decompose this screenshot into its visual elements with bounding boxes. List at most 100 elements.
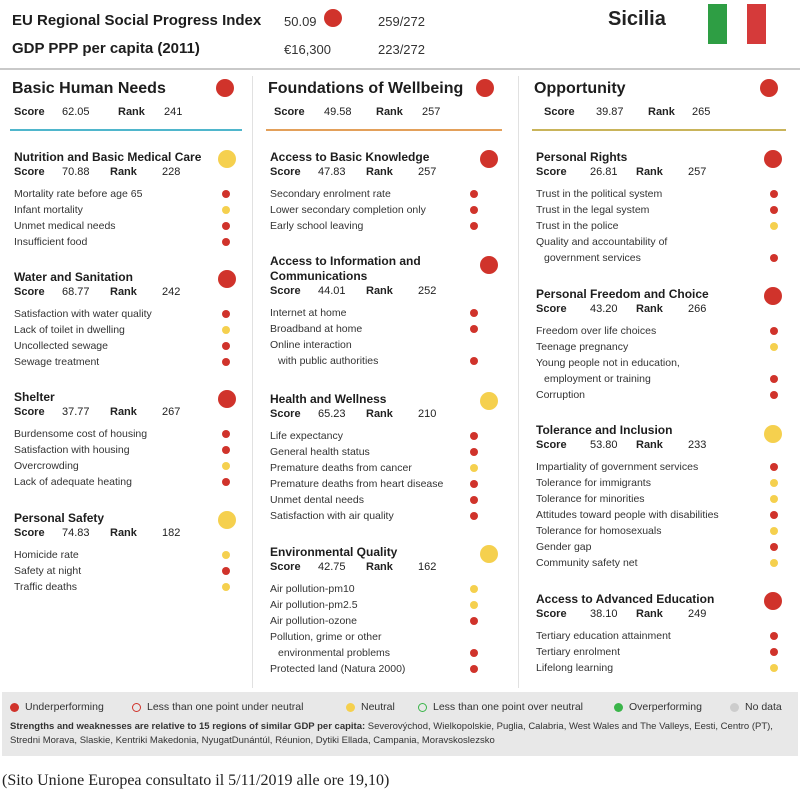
dimension-rule [532,129,786,131]
indicator-status-dot [770,495,778,503]
indicator-row: Protected land (Natura 2000) [270,661,498,677]
rank-label: Rank [366,166,393,178]
component-score-line: Score 68.77 Rank 242 [14,286,236,300]
component-personal-safety: Personal Safety Score 74.83 Rank 182 Hom… [14,511,236,595]
component-title: Communications [270,269,368,283]
dimension-score: 49.58 [324,106,352,118]
component-score-line: Score 47.83 Rank 257 [270,166,498,180]
indicator-status-dot [770,648,778,656]
legend-label: Overperforming [629,701,702,713]
component-nutrition: Nutrition and Basic Medical Care Score 7… [14,150,236,250]
indicator-row: Lower secondary completion only [270,202,498,218]
indicator-status-dot [470,190,478,198]
indicator-row: Tolerance for homosexuals [536,523,782,539]
indicator-row: Satisfaction with housing [14,442,236,458]
indicator-row: Tertiary enrolment [536,644,782,660]
component-score: 70.88 [62,166,90,178]
indicator-row: Air pollution-pm10 [270,581,498,597]
indicator-status-dot [222,478,230,486]
indicator-row: Online interaction with public authoritie… [270,337,498,369]
region-name: Sicilia [608,8,666,30]
indicator-row: Lifelong learning [536,660,782,676]
dimension-status-dot [476,79,494,97]
indicator-row: Safety at night [14,563,236,579]
indicator-label: environmental problems [278,647,391,659]
indicator-label: Premature deaths from cancer [270,462,412,474]
rank-label: Rank [366,561,393,573]
column-divider [518,76,519,688]
component-rank: 210 [418,408,437,420]
indicator-row: Burdensome cost of housing [14,426,236,442]
score-label: Score [270,408,301,420]
indicator-status-dot [470,448,478,456]
indicator-label: Online interaction [270,339,352,351]
legend-note-heading: Strengths and weaknesses are relative to… [10,721,366,732]
indicator-label: Tolerance for homosexuals [536,525,662,537]
rank-label: Rank [636,303,663,315]
component-score: 53.80 [590,439,618,451]
indicator-status-dot [470,309,478,317]
indicator-label: Unmet dental needs [270,494,364,506]
legend-underperforming: Underperforming [10,701,104,713]
indicator-label: Tolerance for immigrants [536,477,651,489]
component-water-sanitation: Water and Sanitation Score 68.77 Rank 24… [14,270,236,370]
indicator-row: Lack of adequate heating [14,474,236,490]
indicator-label: Satisfaction with air quality [270,510,394,522]
legend-label: No data [745,701,782,713]
spi-label: EU Regional Social Progress Index [12,12,262,29]
indicator-label: Impartiality of government services [536,461,699,473]
indicator-status-dot [770,190,778,198]
indicator-row: Community safety net [536,555,782,571]
indicator-row: Teenage pregnancy [536,339,782,355]
indicator-label: Insufficient food [14,236,88,248]
dimension-foundations-of-wellbeing: Foundations of Wellbeing Score 49.58 Ran… [266,70,502,692]
legend-label: Underperforming [25,701,104,713]
indicator-label: Burdensome cost of housing [14,428,148,440]
component-status-dot [764,287,782,305]
component-status-dot [218,390,236,408]
score-label: Score [536,439,567,451]
indicator-label: Young people not in education, [536,357,680,369]
indicator-label: Unmet medical needs [14,220,116,232]
component-score: 26.81 [590,166,618,178]
indicator-status-dot [470,357,478,365]
indicator-label: Trust in the political system [536,188,663,200]
indicator-row: Pollution, grime or other environmental p… [270,629,498,661]
indicator-label: Freedom over life choices [536,325,657,337]
indicator-status-dot [770,391,778,399]
scorecard-header: EU Regional Social Progress Index 50.09 … [0,0,800,70]
rank-label: Rank [636,166,663,178]
spi-rank: 259/272 [378,14,425,29]
indicator-row: Air pollution-ozone [270,613,498,629]
indicator-status-dot [770,222,778,230]
indicator-row: Traffic deaths [14,579,236,595]
indicator-status-dot [470,585,478,593]
indicator-row: Insufficient food [14,234,236,250]
score-label: Score [14,106,45,118]
indicator-label: Tolerance for minorities [536,493,645,505]
indicator-label: Sewage treatment [14,356,100,368]
indicator-label: Internet at home [270,307,347,319]
indicator-label: employment or training [544,373,651,385]
indicator-status-dot [222,358,230,366]
dimension-title: Foundations of Wellbeing [268,80,464,97]
score-label: Score [14,166,45,178]
component-status-dot [764,150,782,168]
component-status-dot [218,150,236,168]
component-score-line: Score 38.10 Rank 249 [536,608,782,622]
indicator-status-dot [222,190,230,198]
component-status-dot [218,511,236,529]
indicator-status-dot [470,617,478,625]
indicator-label: Air pollution-pm2.5 [270,599,358,611]
dimension-score: 39.87 [596,106,624,118]
indicator-row: Impartiality of government services [536,459,782,475]
component-environmental-quality: Environmental Quality Score 42.75 Rank 1… [270,545,498,677]
rank-label: Rank [366,285,393,297]
indicator-row: Secondary enrolment rate [270,186,498,202]
component-title: Environmental Quality [270,545,398,559]
indicator-row: Lack of toilet in dwelling [14,322,236,338]
indicator-row: Attitudes toward people with disabilitie… [536,507,782,523]
component-status-dot [480,150,498,168]
component-score-line: Score 43.20 Rank 266 [536,303,782,317]
component-title: Personal Freedom and Choice [536,287,709,301]
